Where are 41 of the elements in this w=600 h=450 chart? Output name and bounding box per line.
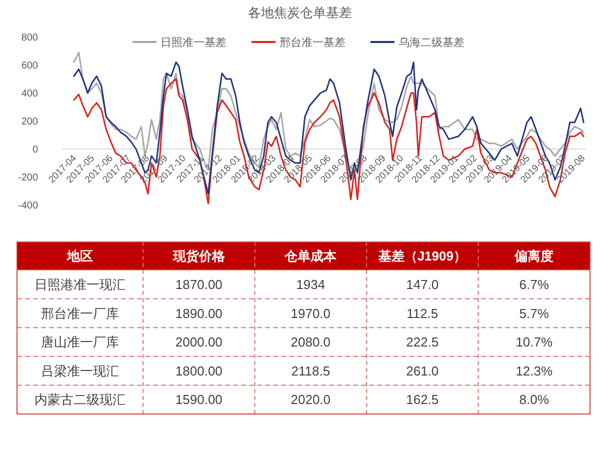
text: 1970.0: [290, 306, 331, 321]
text: 8.0%: [519, 392, 549, 408]
text: 1590.00: [175, 392, 222, 408]
category-label: 仓单成本: [284, 248, 338, 264]
text: 1800.00: [175, 363, 222, 378]
text: 1890.00: [175, 306, 222, 321]
legend-label: 邢台准一基差: [280, 36, 346, 49]
y-tick-label: -200: [18, 172, 38, 184]
text: 147.0: [406, 276, 439, 292]
y-tick-label: 600: [21, 60, 38, 72]
text: 12.3%: [516, 363, 553, 378]
legend-label: 乌海二级基差: [398, 36, 464, 49]
chart-title: 各地焦炭仓单基差: [248, 5, 352, 20]
category-label: 唐山准一厂库: [41, 334, 120, 350]
category-label: 吕梁准一现汇: [41, 363, 120, 378]
category-label: 内蒙古二级现汇: [34, 392, 126, 408]
text: 261.0: [406, 363, 439, 378]
y-tick-label: -400: [18, 200, 38, 212]
category-label: 偏离度: [514, 248, 554, 264]
text: 2020.0: [290, 392, 331, 408]
y-tick-label: 200: [21, 116, 38, 128]
text: 1870.00: [175, 276, 222, 292]
text: 2080.0: [290, 334, 331, 350]
text: 2118.5: [291, 363, 330, 378]
text: 162.5: [406, 392, 439, 408]
text: 5.7%: [519, 306, 549, 321]
text: 2000.00: [175, 334, 222, 350]
text: 112.5: [406, 306, 438, 321]
text: 6.7%: [519, 276, 549, 292]
legend-label: 日照准一基差: [160, 36, 226, 49]
category-label: 基差（J1909）: [377, 248, 466, 264]
text: 10.7%: [516, 334, 553, 350]
text: 222.5: [406, 334, 439, 350]
y-tick-label: 400: [21, 88, 38, 100]
category-label: 日照港准一现汇: [34, 276, 126, 292]
y-tick-label: 800: [21, 32, 38, 44]
category-label: 现货价格: [172, 248, 226, 264]
text: 地区: [66, 248, 94, 264]
text: 1934: [296, 276, 326, 292]
category-label: 邢台准一厂库: [41, 306, 120, 321]
y-tick-label: 0: [32, 144, 38, 156]
